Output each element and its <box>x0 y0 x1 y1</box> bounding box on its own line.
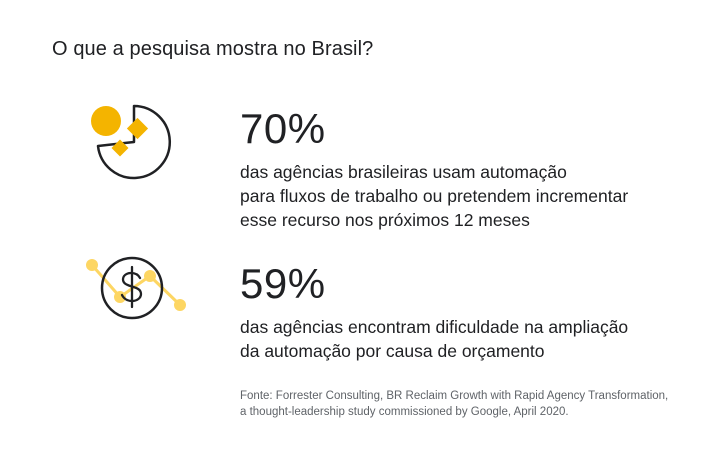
dollar-chart-icon <box>82 252 194 329</box>
pie-shapes-icon <box>86 100 176 191</box>
stat-description: das agências encontram dificuldade na am… <box>240 315 628 363</box>
stat-block-1: 70% das agências brasileiras usam automa… <box>240 108 628 232</box>
stat-line: das agências encontram dificuldade na am… <box>240 317 629 337</box>
stat-line: da automação por causa de orçamento <box>240 341 545 361</box>
stat-line: das agências brasileiras usam automação <box>240 162 567 182</box>
source-line: a thought-leadership study commissioned … <box>240 406 569 418</box>
page-title: O que a pesquisa mostra no Brasil? <box>52 38 374 60</box>
source-citation: Fonte: Forrester Consulting, BR Reclaim … <box>240 388 668 420</box>
source-line: Fonte: Forrester Consulting, BR Reclaim … <box>240 390 669 402</box>
stat-line: esse recurso nos próximos 12 meses <box>240 210 530 230</box>
stat-block-2: 59% das agências encontram dificuldade n… <box>240 263 628 363</box>
stat-line: para fluxos de trabalho ou pretendem inc… <box>240 186 629 206</box>
stat-value: 70% <box>240 105 326 152</box>
stat-description: das agências brasileiras usam automação … <box>240 160 628 232</box>
stat-value: 59% <box>240 260 326 307</box>
